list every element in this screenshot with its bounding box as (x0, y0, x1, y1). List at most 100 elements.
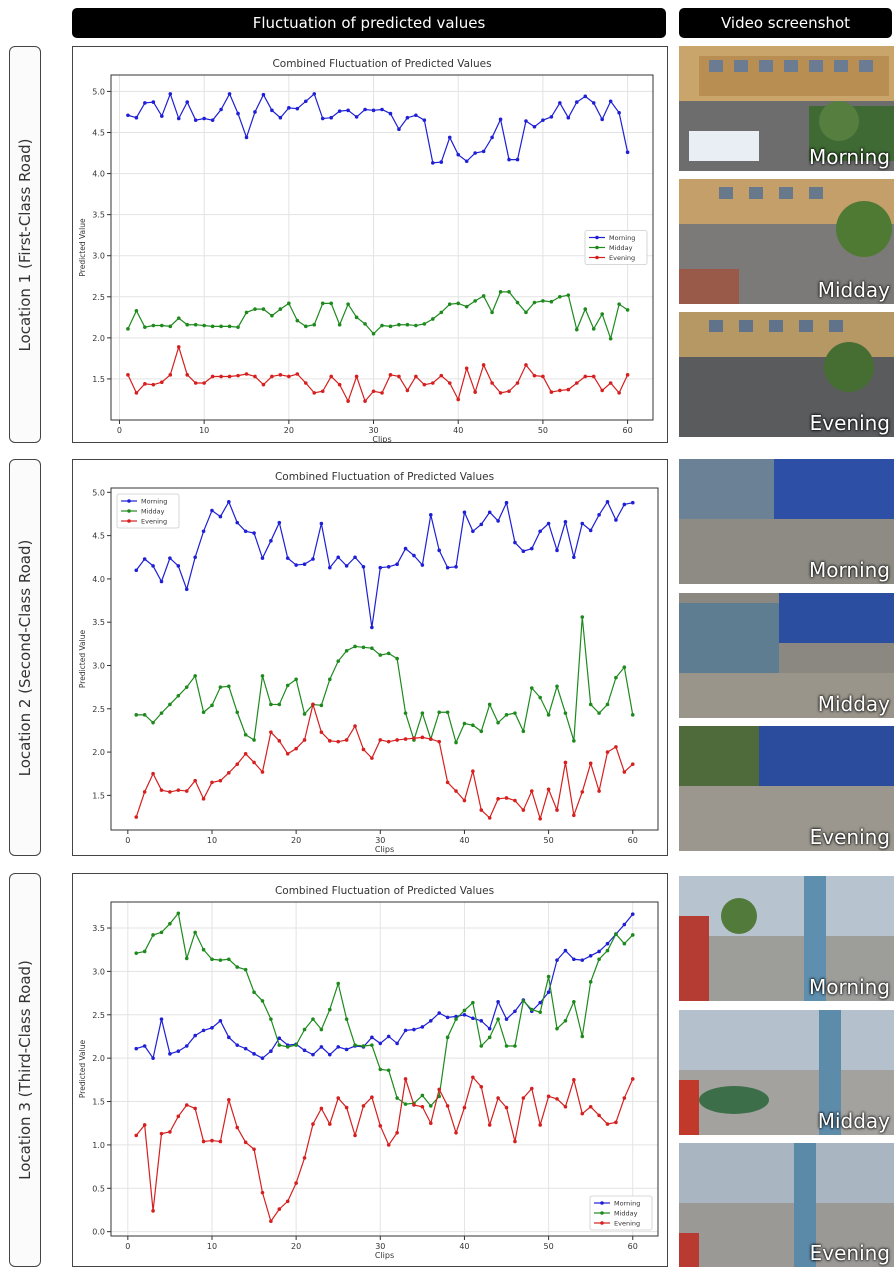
chart-1-point-midday (346, 302, 350, 306)
chart-3-point-morning (201, 1028, 206, 1033)
chart-3-point-evening (521, 1096, 526, 1100)
chart-3-point-evening (328, 1122, 332, 1126)
chart-1-point-evening (447, 381, 452, 385)
chart-1-point-morning (320, 116, 325, 121)
chart-1-point-morning (464, 159, 469, 164)
chart-3-point-midday (311, 1017, 315, 1021)
chart-2-point-evening (622, 770, 627, 774)
chart-2-legend-label: Morning (141, 498, 167, 506)
chart-2-series-line-evening (135, 702, 634, 821)
chart-3-point-morning (445, 1015, 450, 1020)
chart-1-x-tick-label: 60 (623, 426, 633, 435)
chart-2-point-midday (462, 721, 467, 726)
chart-3-point-evening (546, 1094, 551, 1099)
chart-2-point-morning (521, 549, 526, 554)
chart-3-point-evening (513, 1139, 517, 1144)
chart-1-point-midday (202, 323, 206, 328)
chart-1-point-morning (346, 108, 350, 113)
chart-2-point-evening (218, 778, 223, 783)
chart-2-point-evening (344, 738, 349, 742)
chart-3-x-tick-label: 50 (544, 1242, 554, 1251)
chart-2-y-tick-label: 3.5 (92, 618, 105, 627)
chart-2-point-evening (168, 790, 172, 794)
chart-2-point-morning (386, 564, 391, 569)
chart-3-point-morning (395, 1041, 399, 1046)
chart-2-point-evening (513, 798, 517, 803)
chart-3-point-midday (555, 1026, 559, 1031)
chart-3-point-midday (361, 1044, 366, 1048)
chart-1-point-evening (261, 382, 266, 387)
chart-1-point-evening (532, 373, 537, 378)
chart-3-point-midday (479, 1044, 484, 1048)
chart-2-point-midday (471, 723, 475, 728)
chart-3-point-evening (235, 1125, 240, 1130)
chart-3-point-evening (134, 1133, 139, 1138)
chart-1-point-morning (507, 157, 511, 162)
chart-2-point-midday (588, 702, 593, 707)
chart-1-point-midday (388, 324, 393, 329)
chart-3-point-midday (504, 1044, 509, 1048)
chart-3-point-morning (269, 1049, 273, 1054)
chart-3-point-midday (403, 1102, 408, 1106)
chart-1-point-evening (143, 382, 147, 386)
chart-3-x-tick-label: 0 (125, 1242, 130, 1251)
chart-2-point-midday (454, 740, 458, 745)
chart-1-point-evening (354, 374, 359, 379)
chart-1-point-midday (337, 322, 342, 327)
chart-2-point-evening (176, 788, 181, 792)
chart-2-point-midday (235, 710, 240, 715)
chart-1-point-evening (227, 374, 232, 379)
chart-3-x-tick-label: 60 (628, 1242, 638, 1251)
chart-1-point-evening (422, 382, 427, 387)
chart-2-point-morning (134, 568, 139, 573)
chart-2-point-evening (285, 752, 290, 756)
chart-3-point-morning (420, 1025, 425, 1029)
chart-3-title: Combined Fluctuation of Predicted Values (275, 885, 494, 897)
chart-2-point-evening (597, 789, 601, 793)
chart-1-point-evening (405, 388, 410, 393)
chart-1-point-midday (270, 313, 274, 318)
chart-2-point-morning (252, 531, 256, 535)
chart-2-point-evening (193, 778, 197, 783)
location-2-label: Location 2 (Second-Class Road) (16, 539, 34, 776)
chart-3-point-evening (193, 1106, 197, 1111)
chart-1-point-midday (422, 322, 427, 326)
chart-1-point-midday (176, 316, 181, 320)
chart-3-point-morning (386, 1034, 391, 1039)
chart-1-y-tick-label: 3.0 (92, 252, 105, 261)
chart-1-point-evening (176, 345, 181, 349)
chart-1-point-morning (185, 100, 190, 104)
chart-2-point-evening (572, 813, 576, 818)
chart-2-point-midday (445, 710, 450, 715)
chart-1-point-morning (617, 110, 621, 115)
chart-3-point-evening (311, 1122, 315, 1126)
chart-1-x-tick-label: 30 (368, 426, 378, 435)
chart-3-point-morning (344, 1047, 349, 1052)
chart-1-point-midday (143, 325, 147, 329)
chart-1-point-midday (371, 331, 376, 336)
chart-2-point-evening (538, 816, 542, 821)
chart-3-point-evening (572, 1078, 576, 1082)
chart-2-point-morning (370, 625, 374, 630)
chart-1-point-morning (312, 92, 317, 96)
chart-2-point-morning (302, 562, 307, 566)
chart-2-point-morning (142, 557, 147, 561)
chart-3-point-midday (168, 921, 172, 926)
chart-2-point-evening (496, 797, 500, 801)
chart-3-point-morning (471, 1016, 475, 1021)
chart-3-point-evening (159, 1131, 164, 1136)
chart-1-legend-label: Evening (609, 254, 635, 262)
chart-3-point-evening (210, 1138, 214, 1143)
chart-1-point-midday (566, 293, 571, 297)
chart-2-point-midday (227, 684, 231, 689)
chart-1-point-midday (253, 307, 257, 311)
chart-1-point-morning (549, 115, 554, 119)
chart-3-point-evening (302, 1156, 307, 1160)
chart-1-point-midday (303, 324, 308, 329)
chart-2-x-tick-label: 10 (207, 836, 217, 845)
chart-3-point-midday (344, 1017, 349, 1021)
chart-1-point-morning (261, 92, 266, 97)
chart-3-point-morning (176, 1049, 181, 1054)
chart-3-point-morning (496, 999, 500, 1004)
chart-2-point-evening (294, 746, 298, 751)
